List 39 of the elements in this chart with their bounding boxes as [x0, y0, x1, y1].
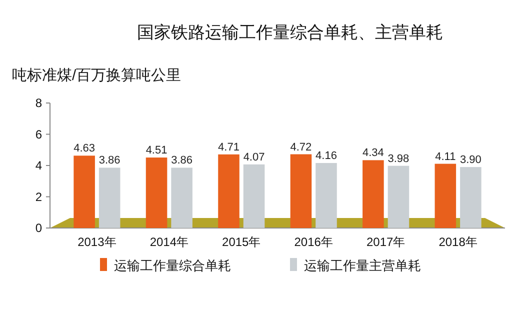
y-tick-label: 2 — [35, 190, 42, 204]
bar — [434, 164, 456, 228]
x-tick-label: 2013年 — [78, 235, 116, 249]
x-tick-label: 2017年 — [366, 235, 406, 249]
data-label: 3.86 — [98, 154, 120, 167]
data-label: 3.98 — [388, 152, 410, 165]
bar — [362, 160, 384, 228]
x-tick-label: 2015年 — [222, 235, 261, 249]
x-tick-label: 2016年 — [294, 235, 333, 249]
data-label: 4.16 — [316, 150, 337, 162]
y-tick-label: 6 — [35, 127, 42, 142]
data-label: 4.63 — [74, 142, 96, 155]
data-label: 3.90 — [460, 154, 482, 166]
data-label: 4.72 — [290, 141, 312, 154]
data-label: 4.71 — [218, 141, 240, 154]
data-label: 3.86 — [171, 154, 193, 167]
y-tick-label: 4 — [35, 158, 42, 172]
legend-label: 运输工作量主营单耗 — [304, 258, 421, 273]
y-tick-label: 8 — [35, 96, 42, 110]
data-label: 4.11 — [435, 150, 456, 163]
legend-label: 运输工作量综合单耗 — [114, 258, 231, 273]
bar — [460, 167, 482, 228]
bar — [171, 168, 192, 228]
x-tick-label: 2018年 — [438, 235, 478, 249]
bar — [243, 164, 265, 228]
x-tick-label: 2014年 — [150, 235, 189, 249]
bar — [290, 154, 312, 228]
chart-title: 国家铁路运输工作量综合单耗、主营单耗 — [137, 23, 443, 42]
bar — [218, 154, 240, 228]
bar — [146, 158, 168, 228]
bar — [388, 166, 410, 228]
data-label: 4.07 — [243, 151, 265, 164]
bar — [74, 156, 95, 228]
y-tick-label: 0 — [35, 221, 42, 235]
bar — [98, 168, 120, 228]
bar — [316, 163, 337, 228]
data-label: 4.34 — [362, 147, 384, 160]
y-axis-title: 吨标准煤/百万换算吨公里 — [12, 67, 182, 84]
data-label: 4.51 — [146, 144, 168, 157]
